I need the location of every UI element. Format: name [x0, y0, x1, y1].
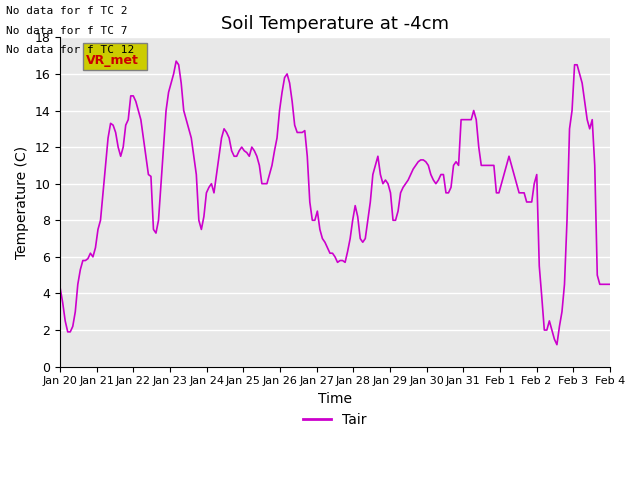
Y-axis label: Temperature (C): Temperature (C)	[15, 145, 29, 259]
Title: Soil Temperature at -4cm: Soil Temperature at -4cm	[221, 15, 449, 33]
Text: No data for f TC 2: No data for f TC 2	[6, 6, 128, 16]
Text: No data for f TC 7: No data for f TC 7	[6, 25, 128, 36]
Text: VR_met: VR_met	[86, 54, 140, 67]
X-axis label: Time: Time	[318, 392, 352, 406]
Legend: Tair: Tair	[298, 407, 372, 432]
Text: No data for f TC 12: No data for f TC 12	[6, 45, 134, 55]
